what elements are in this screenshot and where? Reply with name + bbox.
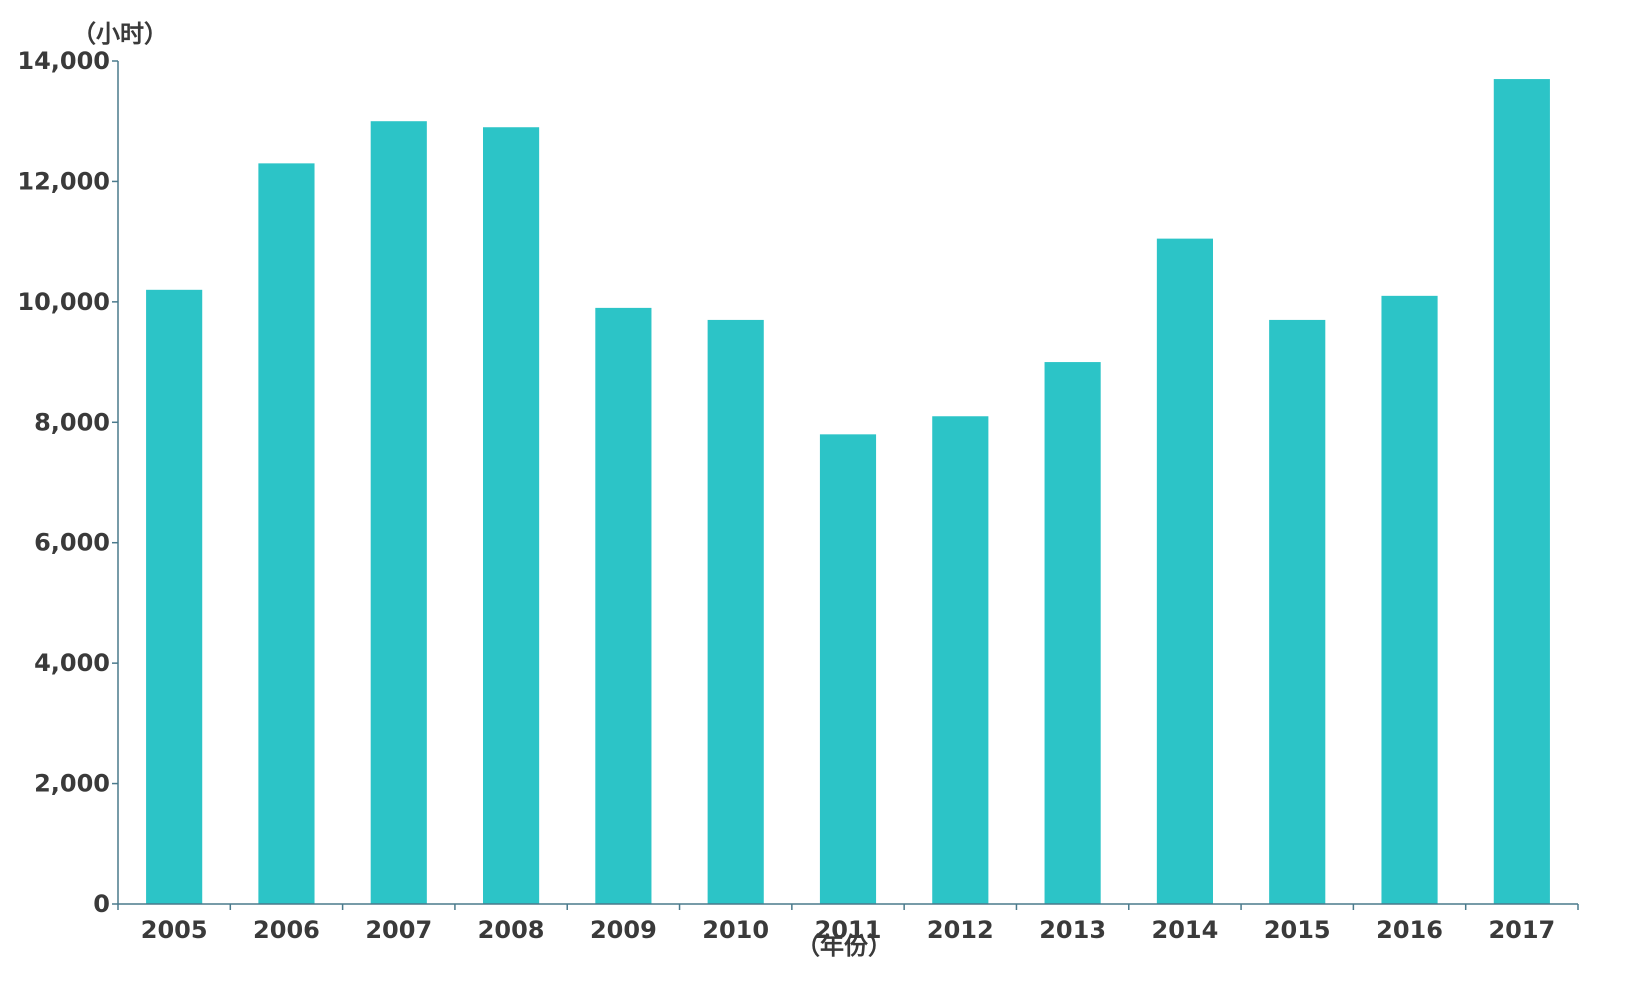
bar-2013 <box>1044 362 1101 904</box>
x-tick-label: 2007 <box>365 916 432 944</box>
bars-group <box>146 79 1550 905</box>
x-tick-label: 2017 <box>1488 916 1555 944</box>
bar-2009 <box>595 307 652 904</box>
y-tick-label: 4,000 <box>34 649 110 677</box>
x-tick-label: 2005 <box>141 916 208 944</box>
bar-2011 <box>819 434 877 904</box>
y-tick-label: 12,000 <box>17 167 110 195</box>
bar-2007 <box>370 121 427 904</box>
bar-2016 <box>1381 295 1438 905</box>
y-tick-label: 0 <box>93 890 110 918</box>
bar-2015 <box>1269 319 1326 904</box>
x-tick-label: 2010 <box>702 916 769 944</box>
x-tick-label: 2014 <box>1152 916 1219 944</box>
y-tick-label: 6,000 <box>34 529 110 557</box>
bar-2014 <box>1156 238 1213 904</box>
x-tick-label: 2013 <box>1039 916 1106 944</box>
bar-2008 <box>483 127 540 905</box>
x-tick-label: 2008 <box>478 916 545 944</box>
y-tick-label: 8,000 <box>34 408 110 436</box>
bar-2005 <box>146 289 203 904</box>
x-axis: 2005 2006 2007 2008 2009 2010 2011 2012 2013 2014… <box>117 903 1579 944</box>
y-axis: 0 2,000 4,000 6,000 8,000 10,000 12,000 14,000 <box>17 47 119 918</box>
y-tick-label: 10,000 <box>17 288 110 316</box>
bar-2010 <box>707 319 764 904</box>
x-tick-label: 2011 <box>815 916 882 944</box>
y-tick-label: 2,000 <box>34 770 110 798</box>
bar-2006 <box>258 163 315 905</box>
x-axis-title: （年份） <box>796 932 892 960</box>
x-tick-label: 2012 <box>927 916 994 944</box>
y-tick-label: 14,000 <box>17 47 110 75</box>
x-tick-label: 2015 <box>1264 916 1331 944</box>
bar-2017 <box>1493 79 1550 904</box>
y-axis-title: （小时） <box>72 20 168 48</box>
x-tick-label: 2016 <box>1376 916 1443 944</box>
x-tick-label: 2009 <box>590 916 657 944</box>
bar-2012 <box>932 416 989 904</box>
x-tick-label: 2006 <box>253 916 320 944</box>
